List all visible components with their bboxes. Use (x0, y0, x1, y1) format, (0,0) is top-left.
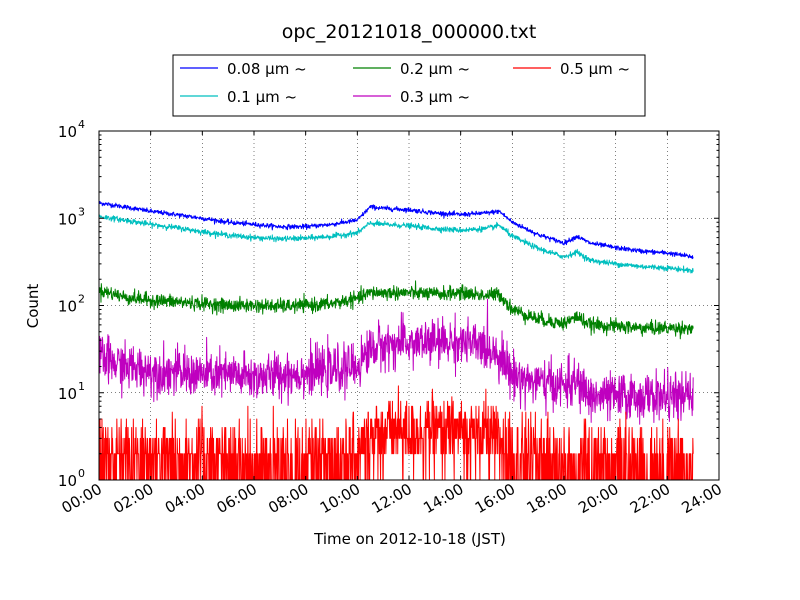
y-tick-label: 10 (58, 123, 77, 141)
series-line-0 (98, 200, 694, 260)
legend-label-3: 0.3 μm ~ (400, 88, 470, 106)
legend-label-0: 0.08 μm ~ (227, 60, 307, 78)
y-tick-label: 10 (58, 298, 77, 316)
y-tick-label: 10 (58, 472, 77, 490)
legend-box (172, 54, 646, 117)
y-tick-label: 10 (58, 385, 77, 403)
y-tick-label-exponent: 4 (78, 118, 85, 131)
legend-label-1: 0.1 μm ~ (227, 88, 297, 106)
y-axis-label: Count (24, 284, 42, 329)
series-line-3 (98, 298, 694, 425)
ticks (98, 130, 720, 481)
x-axis-label: Time on 2012-10-18 (JST) (313, 530, 506, 548)
legend-label-4: 0.5 μm ~ (560, 60, 630, 78)
series-line-2 (98, 280, 694, 340)
chart-title: opc_20121018_000000.txt (282, 21, 537, 43)
series-line-1 (98, 214, 694, 274)
y-tick-label-exponent: 0 (78, 467, 85, 480)
y-tick-label-exponent: 2 (78, 293, 85, 306)
y-tick-label: 10 (58, 210, 77, 228)
y-tick-label-exponent: 1 (78, 380, 85, 393)
series-layer (98, 200, 694, 481)
legend: 0.08 μm ~ 0.1 μm ~ 0.2 μm ~ 0.3 μm ~ 0.5 μm … (172, 54, 646, 117)
series-line-4 (98, 385, 694, 481)
y-tick-label-exponent: 3 (78, 205, 85, 218)
legend-label-2: 0.2 μm ~ (400, 60, 470, 78)
